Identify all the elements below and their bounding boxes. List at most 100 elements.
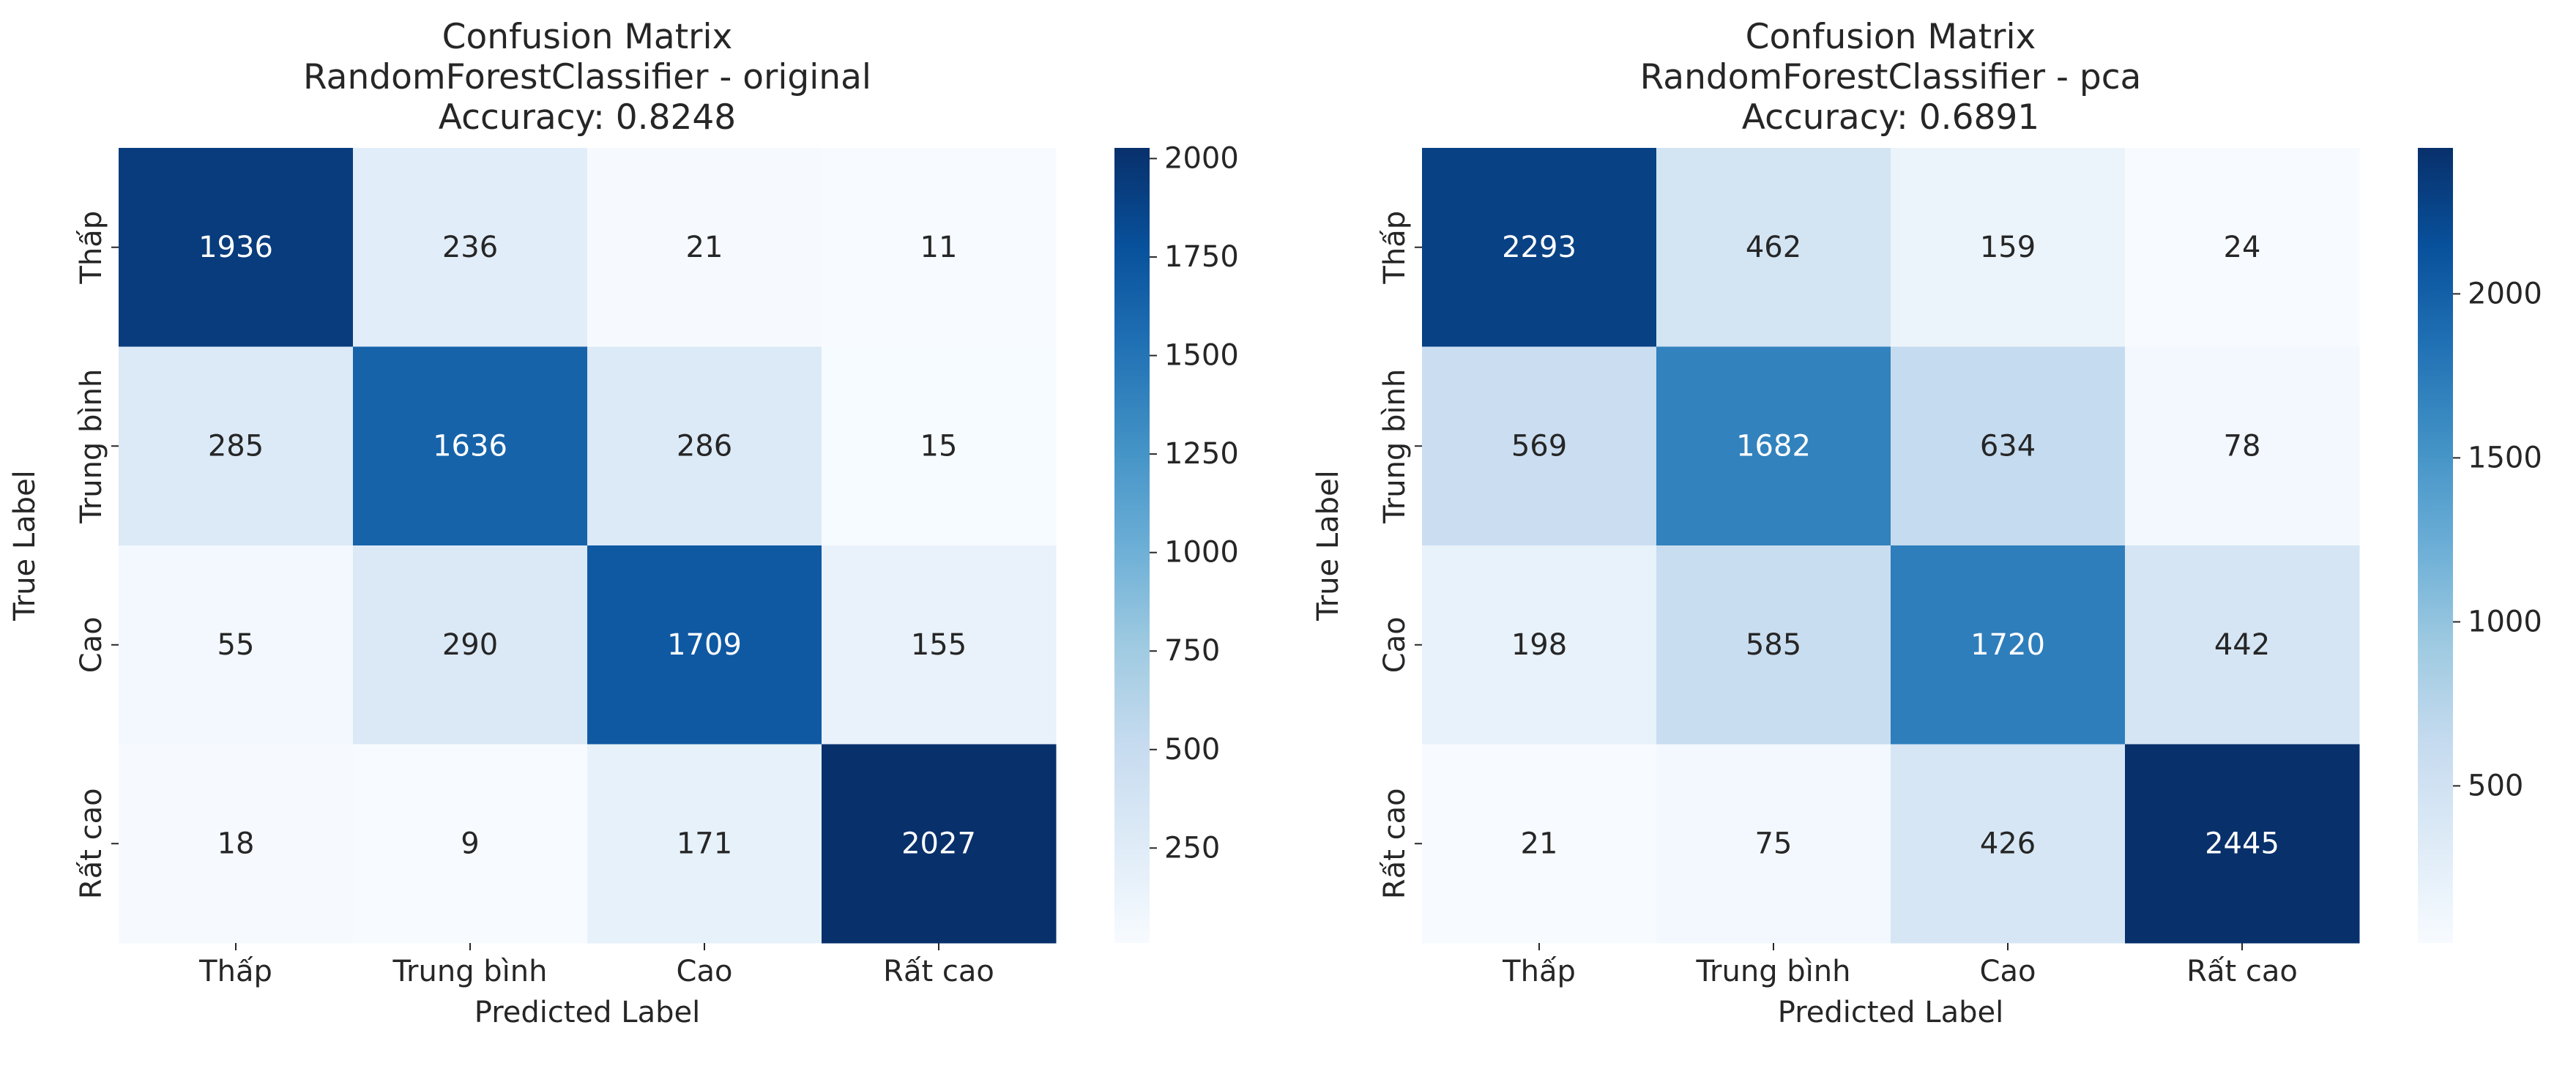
chart1-title-line-1: RandomForestClassifier - pca (1640, 57, 2142, 97)
chart1-xtick-label-2: Cao (1980, 955, 2036, 988)
chart0-cell-label-r2-c2: 1709 (667, 628, 742, 662)
chart1-cell-label-r1-c3: 78 (2224, 429, 2261, 463)
chart0-ytick-label-2: Cao (75, 616, 108, 673)
chart0-xtick-label-3: Rất cao (883, 955, 994, 988)
chart1-cell-label-r0-c1: 462 (1746, 231, 1801, 264)
chart0-xtick-label-0: Thấp (198, 955, 272, 988)
chart0-cell-r2-c1 (353, 545, 588, 745)
chart0-colorbar-tick-label-1: 500 (1164, 733, 1220, 767)
chart1-xtick-label-0: Thấp (1502, 955, 1576, 988)
chart1-cell-r0-c1 (1656, 148, 1891, 347)
chart1-cell-label-r1-c1: 1682 (1736, 429, 1811, 463)
chart1-cell-r0-c3 (2125, 148, 2360, 347)
chart1-cell-r3-c1 (1656, 744, 1891, 944)
chart1-cell-label-r2-c2: 1720 (1970, 628, 2045, 662)
chart0-ytick-label-1: Trung bình (75, 369, 108, 524)
chart1-cell-r2-c2 (1891, 545, 2126, 745)
chart0-cell-r2-c2 (587, 545, 822, 745)
chart1-cell-r1-c3 (2125, 346, 2360, 546)
chart0-cell-label-r3-c0: 18 (217, 827, 255, 860)
chart0-cell-r2-c0 (119, 545, 354, 745)
chart0-cell-label-r3-c1: 9 (461, 827, 479, 860)
chart0-cell-label-r3-c3: 2027 (901, 827, 976, 860)
chart0-colorbar-tick-label-0: 250 (1164, 831, 1220, 865)
chart0-cell-r0-c2 (587, 148, 822, 347)
chart1-xtick-label-1: Trung bình (1695, 955, 1850, 988)
chart1-colorbar-tick-label-3: 2000 (2468, 277, 2542, 310)
chart0-xtick-label-2: Cao (677, 955, 733, 988)
chart1-cell-r2-c0 (1422, 545, 1657, 745)
chart1-ytick-label-2: Cao (1378, 616, 1412, 673)
chart1-title-line-2: Accuracy: 0.6891 (1742, 97, 2039, 138)
chart1-cell-label-r0-c2: 159 (1980, 231, 2036, 264)
chart0-cell-r2-c3 (822, 545, 1057, 745)
chart0-cell-label-r0-c3: 11 (920, 231, 958, 264)
chart0-cell-label-r1-c1: 1636 (433, 429, 507, 463)
chart1-cell-label-r1-c2: 634 (1980, 429, 2036, 463)
chart0-cell-r1-c3 (822, 346, 1057, 546)
chart1-title-line-0: Confusion Matrix (1746, 17, 2036, 57)
chart1-cell-label-r2-c0: 198 (1511, 628, 1567, 662)
chart1-cell-label-r2-c3: 442 (2214, 628, 2270, 662)
chart1-cell-r3-c2 (1891, 744, 2126, 944)
chart1-cell-label-r0-c0: 2293 (1502, 231, 1577, 264)
chart0-y-axis-label: True Label (8, 470, 42, 622)
chart1-cell-r1-c1 (1656, 346, 1891, 546)
chart1-cell-r1-c2 (1891, 346, 2126, 546)
chart0-title-line-2: Accuracy: 0.8248 (439, 97, 736, 138)
chart0-colorbar (1114, 148, 1150, 943)
chart0-cell-label-r1-c3: 15 (920, 429, 958, 463)
chart1-y-axis-label: True Label (1311, 470, 1345, 622)
chart0-ytick-label-3: Rất cao (75, 788, 108, 899)
chart0-cell-r0-c0 (119, 148, 354, 347)
chart1-cell-label-r2-c1: 585 (1746, 628, 1801, 662)
chart0-cell-r1-c2 (587, 346, 822, 546)
chart1-cell-label-r3-c1: 75 (1755, 827, 1793, 860)
chart0-cell-r0-c1 (353, 148, 588, 347)
chart0-x-axis-label: Predicted Label (474, 996, 700, 1029)
chart1-cell-r3-c0 (1422, 744, 1657, 944)
chart0-cell-label-r1-c0: 285 (208, 429, 264, 463)
chart0-xtick-label-1: Trung bình (392, 955, 547, 988)
chart0-title-line-0: Confusion Matrix (442, 17, 733, 57)
chart1-cell-r2-c1 (1656, 545, 1891, 745)
chart1-cell-label-r3-c0: 21 (1521, 827, 1558, 860)
chart1-ytick-label-1: Trung bình (1378, 369, 1412, 524)
chart1-cell-label-r3-c3: 2445 (2205, 827, 2279, 860)
chart0-cell-label-r2-c0: 55 (217, 628, 255, 662)
chart1-cell-r0-c0 (1422, 148, 1657, 347)
chart1-cell-r1-c0 (1422, 346, 1657, 546)
chart0-cell-label-r2-c1: 290 (442, 628, 498, 662)
chart1-cell-r3-c3 (2125, 744, 2360, 944)
chart1-colorbar-tick-label-0: 500 (2468, 769, 2523, 802)
chart0-title-line-1: RandomForestClassifier - original (303, 57, 871, 97)
chart0-cell-r3-c0 (119, 744, 354, 944)
chart1-colorbar-tick-label-2: 1500 (2468, 441, 2542, 474)
chart0-colorbar-tick-label-2: 750 (1164, 634, 1220, 668)
chart0-cell-r3-c3 (822, 744, 1057, 944)
chart1-cell-r0-c2 (1891, 148, 2126, 347)
chart0-cell-label-r0-c0: 1936 (198, 231, 273, 264)
chart0-colorbar-tick-label-4: 1250 (1164, 437, 1239, 471)
chart1-cell-label-r3-c2: 426 (1980, 827, 2036, 860)
chart1-cell-label-r1-c0: 569 (1511, 429, 1567, 463)
chart0-cell-r1-c0 (119, 346, 354, 546)
chart0-cell-label-r0-c2: 21 (686, 231, 723, 264)
chart0-colorbar-tick-label-7: 2000 (1164, 142, 1239, 176)
chart1-cell-label-r0-c3: 24 (2224, 231, 2261, 264)
chart0-cell-r1-c1 (353, 346, 588, 546)
chart0-cell-label-r2-c3: 155 (911, 628, 967, 662)
chart0-colorbar-tick-label-6: 1750 (1164, 240, 1239, 274)
chart1-xtick-label-3: Rất cao (2186, 955, 2298, 988)
chart0-colorbar-tick-label-3: 1000 (1164, 536, 1239, 570)
chart0-cell-label-r0-c1: 236 (442, 231, 498, 264)
chart0-cell-label-r1-c2: 286 (677, 429, 732, 463)
chart1-colorbar-tick-label-1: 1000 (2468, 605, 2542, 638)
chart0-colorbar-tick-label-5: 1500 (1164, 339, 1239, 373)
chart0-cell-r3-c1 (353, 744, 588, 944)
chart1-ytick-label-0: Thấp (1378, 211, 1412, 285)
chart0-cell-r3-c2 (587, 744, 822, 944)
chart1-cell-r2-c3 (2125, 545, 2360, 745)
